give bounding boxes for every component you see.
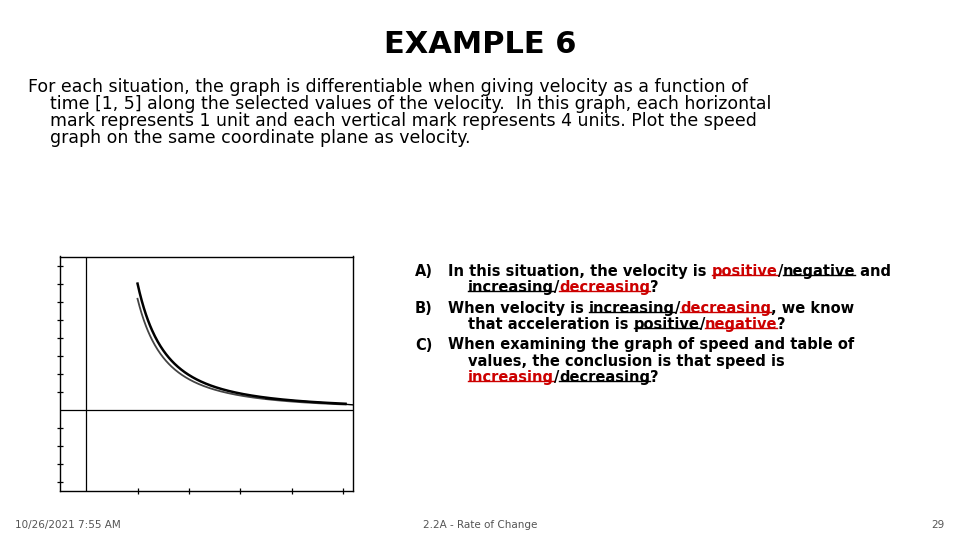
Text: mark represents 1 unit and each vertical mark represents 4 units. Plot the speed: mark represents 1 unit and each vertical… <box>28 112 756 130</box>
Text: increasing: increasing <box>589 301 675 316</box>
Text: ?: ? <box>650 370 659 385</box>
Text: EXAMPLE 6: EXAMPLE 6 <box>384 30 576 59</box>
Text: positive: positive <box>711 264 778 279</box>
Text: positive: positive <box>634 317 700 332</box>
Text: A): A) <box>415 264 433 279</box>
Text: /: / <box>554 280 560 295</box>
Text: increasing: increasing <box>468 280 554 295</box>
Text: negative: negative <box>782 264 855 279</box>
Text: ?: ? <box>778 317 786 332</box>
Text: 10/26/2021 7:55 AM: 10/26/2021 7:55 AM <box>15 520 121 530</box>
Text: time [1, 5] along the selected values of the velocity.  In this graph, each hori: time [1, 5] along the selected values of… <box>28 95 772 113</box>
Text: graph on the same coordinate plane as velocity.: graph on the same coordinate plane as ve… <box>28 129 470 147</box>
Text: /: / <box>554 370 560 385</box>
Text: /: / <box>778 264 782 279</box>
Text: decreasing: decreasing <box>681 301 772 316</box>
Text: values, the conclusion is that speed is: values, the conclusion is that speed is <box>468 354 784 369</box>
Text: 29: 29 <box>932 520 945 530</box>
Text: 2.2A - Rate of Change: 2.2A - Rate of Change <box>422 520 538 530</box>
Text: , we know: , we know <box>772 301 854 316</box>
Text: When velocity is: When velocity is <box>448 301 589 316</box>
Text: For each situation, the graph is differentiable when giving velocity as a functi: For each situation, the graph is differe… <box>28 78 748 96</box>
Text: /: / <box>675 301 681 316</box>
Text: negative: negative <box>705 317 778 332</box>
Text: that acceleration is: that acceleration is <box>468 317 634 332</box>
Text: In this situation, the velocity is: In this situation, the velocity is <box>448 264 711 279</box>
Text: /: / <box>700 317 705 332</box>
Text: ?: ? <box>650 280 659 295</box>
Text: C): C) <box>415 338 432 353</box>
Text: decreasing: decreasing <box>560 370 650 385</box>
Text: When examining the graph of speed and table of: When examining the graph of speed and ta… <box>448 338 854 353</box>
Text: increasing: increasing <box>468 370 554 385</box>
Text: B): B) <box>415 301 433 316</box>
Text: and: and <box>855 264 892 279</box>
Text: decreasing: decreasing <box>560 280 650 295</box>
